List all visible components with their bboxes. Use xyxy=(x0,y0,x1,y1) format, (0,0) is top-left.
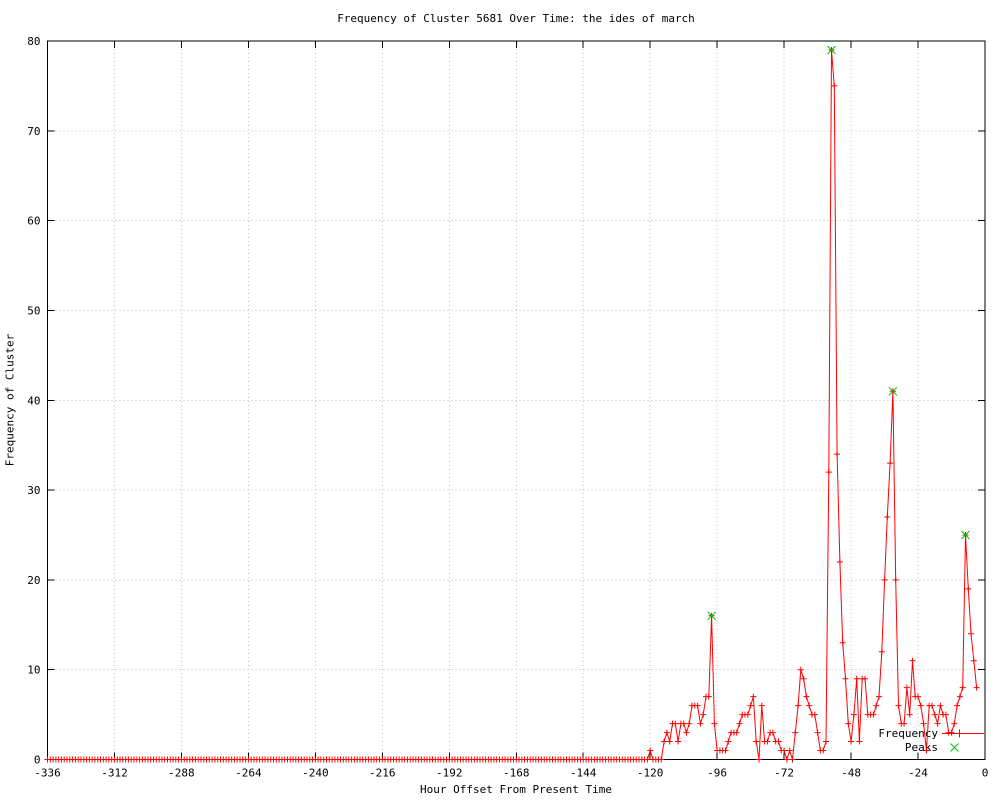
x-tick-label: -192 xyxy=(436,767,463,780)
x-tick-label: -288 xyxy=(168,767,195,780)
peaks-markers xyxy=(707,45,970,621)
axis-ticks xyxy=(47,40,986,760)
x-tick-label: -48 xyxy=(841,767,861,780)
x-tick-label: -336 xyxy=(34,767,61,780)
x-tick-label: -312 xyxy=(101,767,128,780)
x-tick-label: -72 xyxy=(774,767,794,780)
y-tick-label: 40 xyxy=(27,394,40,407)
x-tick-label: -168 xyxy=(503,767,530,780)
frequency-markers xyxy=(44,47,980,763)
y-tick-label: 80 xyxy=(27,35,40,48)
x-tick-label: -216 xyxy=(369,767,396,780)
legend-peaks-sample-icon xyxy=(950,743,959,752)
y-tick-label: 0 xyxy=(34,754,41,767)
x-tick-label: -264 xyxy=(235,767,262,780)
chart-title: Frequency of Cluster 5681 Over Time: the… xyxy=(337,12,695,25)
x-tick-label: -144 xyxy=(570,767,597,780)
legend-frequency-label: Frequency xyxy=(878,727,938,740)
legend-peaks-label: Peaks xyxy=(904,741,938,754)
frequency-line xyxy=(47,49,978,762)
y-tick-label: 20 xyxy=(27,574,40,587)
y-tick-label: 50 xyxy=(27,304,40,317)
x-tick-label: 0 xyxy=(982,767,989,780)
x-tick-label: -240 xyxy=(302,767,329,780)
x-tick-label: -24 xyxy=(908,767,928,780)
y-tick-label: 60 xyxy=(27,215,40,228)
x-tick-label: -96 xyxy=(707,767,727,780)
y-tick-label: 10 xyxy=(27,664,40,677)
x-tick-label: -120 xyxy=(637,767,664,780)
x-axis-label: Hour Offset From Present Time xyxy=(419,783,613,796)
y-tick-label: 70 xyxy=(27,125,40,138)
y-tick-label: 30 xyxy=(27,484,40,497)
grid-lines xyxy=(47,41,985,760)
